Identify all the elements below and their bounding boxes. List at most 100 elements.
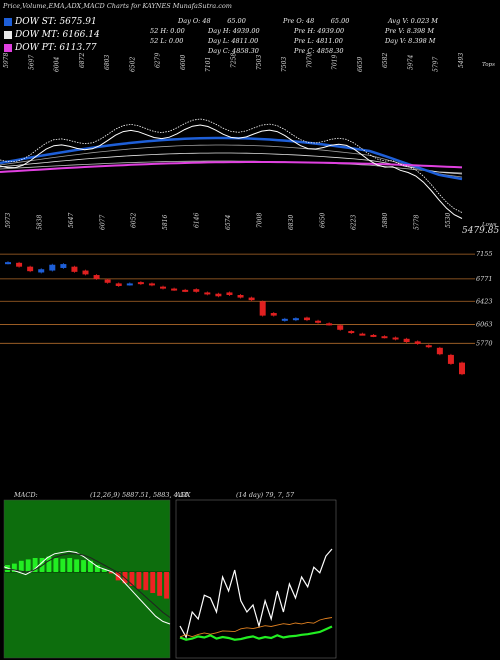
candle-body xyxy=(5,262,11,265)
macd-histogram-bar xyxy=(136,572,142,589)
top-label: 6872 xyxy=(79,53,86,68)
top-label: 6803 xyxy=(104,55,111,70)
level-label: 6423 xyxy=(476,297,493,305)
macd-histogram-bar xyxy=(32,558,38,572)
candle-body xyxy=(403,338,410,343)
macd-signal-line xyxy=(4,553,171,618)
macd-histogram-bar xyxy=(157,572,163,596)
top-label: 7503 xyxy=(256,55,263,70)
legend-swatch-pt xyxy=(4,44,12,52)
candle-body xyxy=(237,295,244,298)
macd-histogram-bar xyxy=(53,558,59,572)
bottom-label: 6223 xyxy=(351,215,358,230)
candle-body xyxy=(182,289,189,292)
legend-dow-pt: DOW PT: 6113.77 xyxy=(4,43,97,53)
candle-body xyxy=(82,270,89,275)
candle-body xyxy=(248,297,255,301)
macd-histogram-bar xyxy=(67,558,73,572)
bottom-label: 5838 xyxy=(36,215,43,230)
legend-dow-mt: DOW MT: 6166.14 xyxy=(4,30,100,40)
bottom-label: 5778 xyxy=(414,215,421,230)
candle-body xyxy=(270,313,277,316)
candle-body xyxy=(126,283,133,286)
bottom-label: 5816 xyxy=(162,215,169,230)
candle-body xyxy=(414,341,421,344)
candle-body xyxy=(303,317,310,321)
top-label: 5978 xyxy=(3,53,10,68)
bottom-label: 5880 xyxy=(382,213,389,228)
legend-swatch-mt xyxy=(4,31,12,39)
ema-line-50 xyxy=(0,144,463,178)
bottom-label: 5973 xyxy=(5,213,12,228)
dow-pt-line xyxy=(0,161,463,173)
stat-day-close: Day C: 4858.30 xyxy=(208,47,259,55)
level-label: 7155 xyxy=(476,250,493,258)
candle-body xyxy=(71,266,78,272)
legend-label-pt: DOW PT: 6113.77 xyxy=(15,43,97,53)
candle-body xyxy=(204,292,211,295)
macd-histogram-bar xyxy=(101,569,107,572)
top-label: 6279 xyxy=(155,53,162,68)
stat-pre-volume: Pre V: 8.398 M xyxy=(385,27,435,35)
macd-histogram-bar xyxy=(46,556,52,572)
adx-background xyxy=(175,499,337,659)
stat-pre-low: Pre L: 4811.00 xyxy=(294,37,343,45)
bottom-label: 5530 xyxy=(445,213,452,228)
candle-body xyxy=(381,336,388,339)
top-label: 6600 xyxy=(180,55,187,70)
legend-swatch-st xyxy=(4,18,12,26)
candle-body xyxy=(226,292,233,296)
top-label: 6502 xyxy=(129,57,136,72)
top-label: 7101 xyxy=(205,57,212,72)
candle-body xyxy=(137,282,144,285)
candle-body xyxy=(447,354,454,364)
candle-body xyxy=(115,283,122,286)
macd-params: (12,26,9) 5887.51, 5883, 4.51 xyxy=(90,491,188,499)
bottom-label: 7008 xyxy=(256,213,263,228)
top-label: 6004 xyxy=(54,57,61,72)
ema-line-100 xyxy=(0,152,463,175)
candle-body xyxy=(16,262,23,267)
candle-body xyxy=(337,325,344,330)
candle-body xyxy=(326,323,333,326)
price-line xyxy=(0,124,463,219)
candle-body xyxy=(38,269,45,273)
top-label: 5974 xyxy=(407,55,414,70)
stat-pre-close: Pre C: 4858.30 xyxy=(294,47,344,55)
candle-body xyxy=(93,275,100,279)
adx-line xyxy=(179,548,333,639)
macd-histogram-bar xyxy=(88,560,93,572)
plus-di-line xyxy=(179,617,333,638)
macd-histogram-bar xyxy=(60,558,66,572)
top-label: 5797 xyxy=(433,57,440,72)
minus-di-line xyxy=(179,625,333,641)
candle-body xyxy=(370,334,377,337)
bottom-label: 6052 xyxy=(131,213,138,228)
macd-background xyxy=(3,499,171,659)
top-label: 7258 xyxy=(231,53,238,68)
dow-st-line xyxy=(0,136,463,181)
candle-body xyxy=(104,279,111,283)
stat-day-volume: Day V: 8.398 M xyxy=(385,37,436,45)
candle-body xyxy=(425,345,432,348)
candle-body xyxy=(60,264,67,268)
macd-histogram-bar xyxy=(129,572,135,586)
bottom-label: 6077 xyxy=(99,215,106,230)
macd-histogram-bar xyxy=(25,559,31,572)
macd-histogram-bar xyxy=(81,560,86,572)
level-label: 5770 xyxy=(476,339,493,347)
candle-body xyxy=(459,362,465,375)
candle-body xyxy=(160,286,167,289)
price-ema-chart: 5978 5697 6004 6872 6803 6502 6279 6600 7101 7258… xyxy=(0,53,499,236)
legend-dow-st: DOW ST: 5675.91 xyxy=(4,17,97,27)
lows-note: Lows xyxy=(481,222,497,228)
candle-body xyxy=(436,347,443,355)
stat-day-low: Day L: 4811.00 xyxy=(208,37,259,45)
candle-body xyxy=(27,266,34,272)
candle-body xyxy=(193,289,200,292)
stat-day-open: Day O: 48 65.00 xyxy=(178,17,246,25)
stat-pre-high: Pre H: 4939.00 xyxy=(294,27,345,35)
macd-histogram-bar xyxy=(11,563,17,572)
top-label: 7019 xyxy=(332,55,339,70)
tops-note: Tops xyxy=(482,62,495,68)
